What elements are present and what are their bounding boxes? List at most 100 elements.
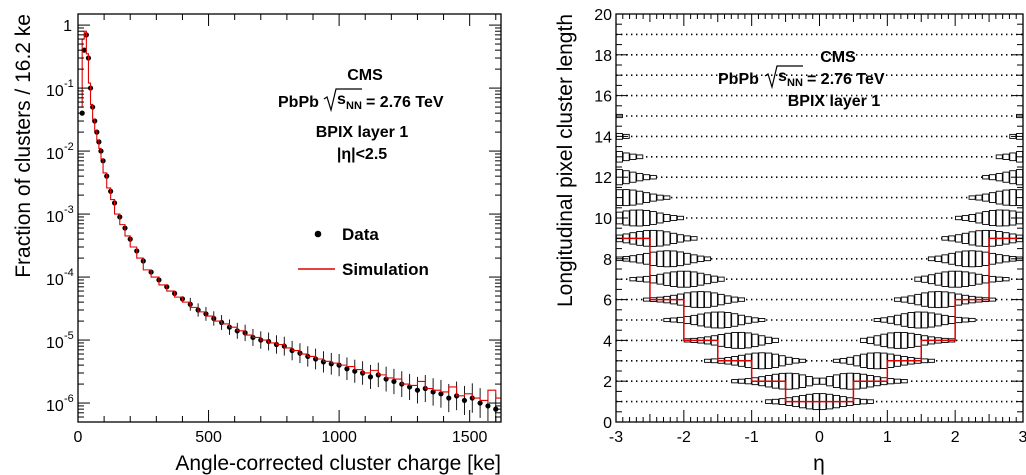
length-box <box>751 317 759 323</box>
x-tick-label: 3 <box>1019 429 1026 446</box>
length-box <box>948 235 956 242</box>
length-box <box>941 254 949 264</box>
length-box <box>1002 189 1010 206</box>
simulation-step-line <box>78 30 501 401</box>
length-box <box>988 275 996 283</box>
right-box-distribution <box>616 113 1023 411</box>
length-box <box>690 314 698 326</box>
right-detector-label: BPIX layer 1 <box>788 93 881 110</box>
length-box <box>995 209 1003 227</box>
length-box <box>643 297 651 302</box>
length-box <box>839 358 847 364</box>
right-energy-sub: NN <box>787 77 803 89</box>
length-box <box>961 271 969 287</box>
length-box <box>643 192 651 203</box>
data-point <box>414 387 421 393</box>
length-box <box>751 352 759 369</box>
length-box <box>649 251 657 266</box>
length-box <box>968 317 976 323</box>
length-box <box>948 316 956 324</box>
length-box <box>751 333 759 348</box>
y-tick-label: 10 <box>46 83 64 100</box>
length-box <box>982 211 990 225</box>
length-box <box>805 376 813 387</box>
length-box <box>961 317 969 323</box>
left-axis-ticks <box>77 14 501 423</box>
length-box <box>785 372 793 390</box>
length-box <box>995 173 1003 182</box>
left-energy-sub: NN <box>346 100 362 112</box>
data-point <box>446 395 452 401</box>
length-box <box>995 154 1003 160</box>
length-box <box>955 251 963 267</box>
length-box <box>704 291 712 308</box>
length-box <box>676 234 684 243</box>
length-box <box>636 209 644 227</box>
length-box <box>968 231 976 246</box>
length-box <box>941 291 949 308</box>
length-box <box>982 251 990 266</box>
length-box <box>717 334 725 347</box>
length-box <box>629 153 637 160</box>
length-box <box>758 318 766 322</box>
length-box <box>636 190 644 205</box>
length-box <box>975 194 983 201</box>
y-tick-exponent: -2 <box>64 141 74 153</box>
length-box <box>683 316 691 324</box>
right-system-label: PbPb <box>718 71 759 88</box>
length-box <box>988 192 996 203</box>
length-box <box>927 256 935 262</box>
length-box <box>656 273 664 285</box>
length-box <box>934 272 942 286</box>
data-point <box>367 374 374 380</box>
left-chart: 110-110-210-310-410-510-6 0 500 1000 1500 A… <box>12 13 502 475</box>
length-box <box>744 316 752 324</box>
length-box <box>799 358 807 363</box>
length-box <box>697 291 705 309</box>
left-legend: Data Simulation <box>298 225 429 279</box>
y-tick-label: 8 <box>603 252 612 269</box>
length-box <box>643 209 651 227</box>
length-box <box>676 270 684 288</box>
length-box <box>968 214 976 222</box>
y-tick-label: 20 <box>594 7 612 24</box>
y-tick-label: 10 <box>46 272 64 289</box>
length-box <box>880 333 888 348</box>
length-box <box>765 336 773 345</box>
left-energy-label: PbPb s NN = 2.76 TeV <box>278 88 444 113</box>
length-box <box>737 314 745 326</box>
length-box <box>968 272 976 286</box>
x-tick-label: 1500 <box>452 429 488 446</box>
y-tick-exponent: -3 <box>64 204 74 216</box>
length-box <box>921 292 929 307</box>
x-tick-label: 1000 <box>321 429 357 446</box>
length-box <box>900 313 908 327</box>
length-box <box>792 373 800 390</box>
y-tick-label: 0 <box>603 415 612 432</box>
x-tick-label: -3 <box>609 429 623 446</box>
length-box <box>995 254 1003 264</box>
left-system-label: PbPb <box>278 94 319 111</box>
length-box <box>765 352 773 369</box>
length-box <box>1002 277 1010 282</box>
length-box <box>975 250 983 267</box>
length-box <box>1002 171 1010 183</box>
length-box <box>866 352 874 369</box>
length-box <box>832 374 840 388</box>
length-box <box>636 154 644 160</box>
left-data-points <box>79 32 499 422</box>
right-cms-label: CMS <box>820 49 856 66</box>
length-box <box>927 358 935 363</box>
length-box <box>622 189 630 207</box>
y-tick-exponent: -1 <box>64 78 74 90</box>
length-box <box>771 337 779 343</box>
length-box <box>853 398 861 405</box>
length-box <box>900 332 908 349</box>
right-energy-label: PbPb s NN = 2.76 TeV <box>718 65 885 90</box>
length-box <box>690 271 698 287</box>
data-point <box>391 378 397 385</box>
length-box <box>731 379 739 384</box>
length-box <box>846 356 854 365</box>
y-tick-label: 1 <box>63 18 72 35</box>
length-box <box>995 276 1003 282</box>
